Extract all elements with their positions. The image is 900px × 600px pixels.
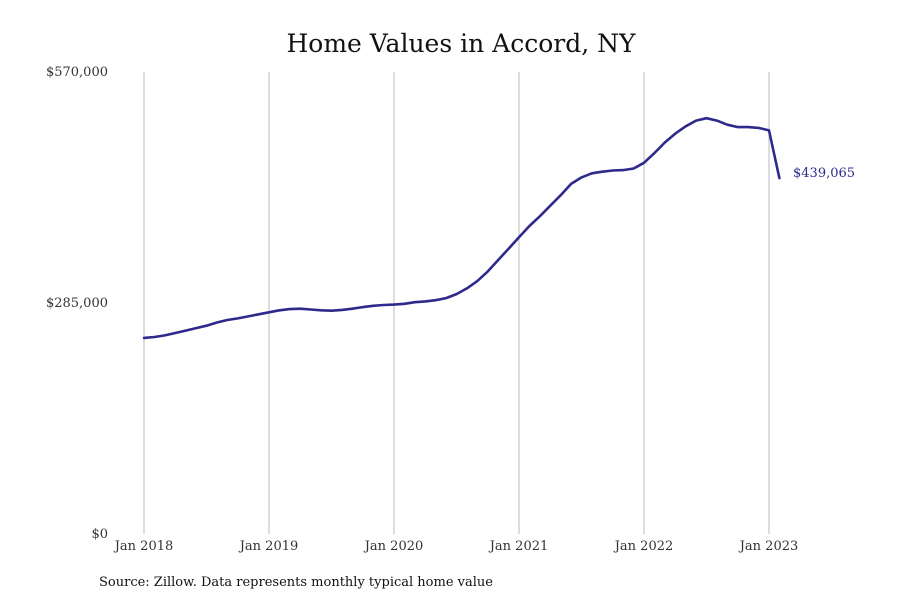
vertical-gridlines [143, 72, 770, 534]
y-tick-label: $0 [91, 527, 108, 542]
x-tick-label: Jan 2020 [363, 539, 424, 554]
x-tick-label: Jan 2022 [613, 539, 674, 554]
source-note: Source: Zillow. Data represents monthly … [99, 575, 493, 590]
x-tick-label: Jan 2018 [113, 539, 174, 554]
y-tick-label: $285,000 [46, 296, 108, 311]
home-value-series-line [142, 116, 781, 340]
y-tick-label: $570,000 [46, 65, 108, 80]
x-tick-label: Jan 2023 [738, 539, 799, 554]
x-tick-label: Jan 2019 [238, 539, 299, 554]
x-tick-label: Jan 2021 [488, 539, 549, 554]
latest-value-label: $439,065 [793, 166, 855, 181]
x-axis-ticks: Jan 2018 Jan 2019 Jan 2020 Jan 2021 Jan 2022… [113, 539, 799, 554]
y-axis-ticks: $0 $285,000 $570,000 [46, 65, 108, 542]
chart-title: Home Values in Accord, NY [286, 29, 636, 58]
